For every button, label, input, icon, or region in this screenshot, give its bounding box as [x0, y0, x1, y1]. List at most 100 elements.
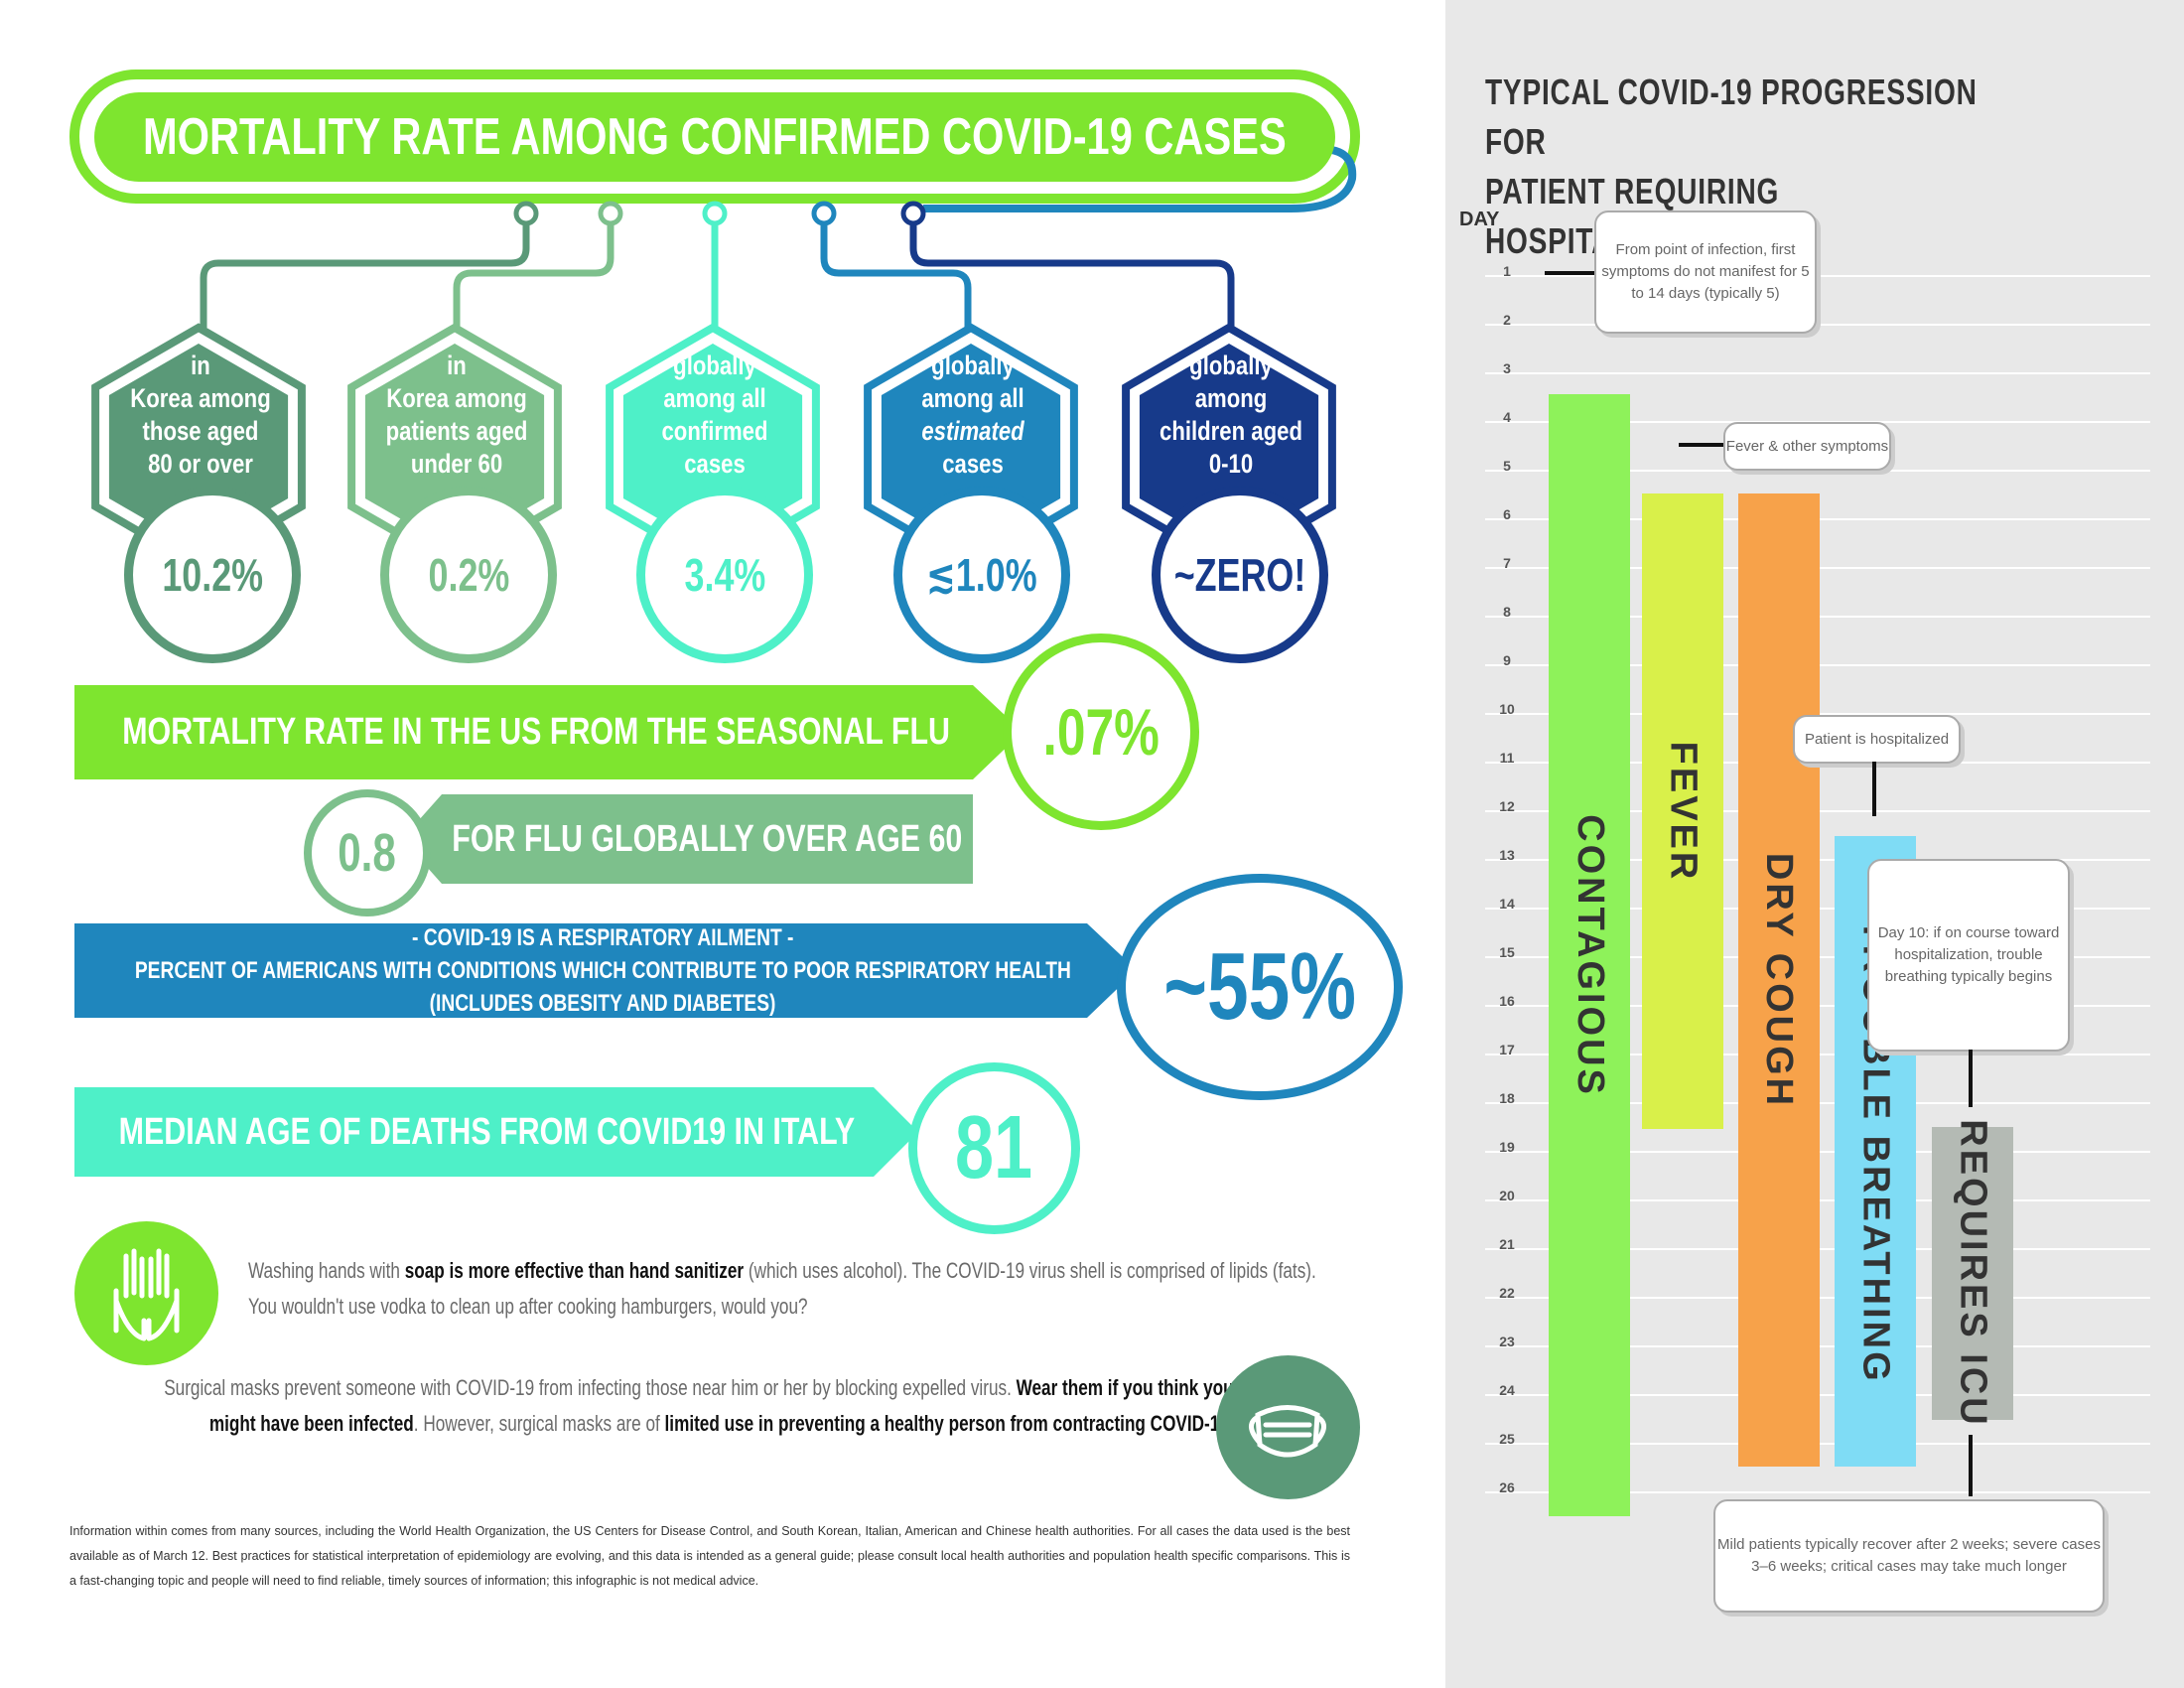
day-number: 13	[1499, 847, 1515, 863]
hex-line: globally	[673, 351, 756, 380]
hex-line: Korea among	[130, 383, 271, 413]
hex-line: globally	[931, 351, 1015, 380]
masks-bold-1: Wear them if you think you might have be…	[208, 1375, 1234, 1436]
flu-us-band: MORTALITY RATE IN THE US FROM THE SEASON…	[74, 685, 998, 779]
bar-contagious: CONTAGIOUS	[1549, 394, 1630, 1516]
face-mask-icon	[1249, 1405, 1326, 1458]
italy-label: MEDIAN AGE OF DEATHS FROM COVID19 IN ITA…	[118, 1110, 855, 1153]
handwash-bold: soap is more effective than hand sanitiz…	[404, 1258, 745, 1283]
value-text: 10.2%	[162, 549, 263, 601]
hex-value-children: ~ZERO!	[1152, 487, 1328, 663]
day-gridline	[1485, 275, 2150, 277]
handwash-text: Washing hands with	[248, 1258, 405, 1283]
day-number: 3	[1503, 360, 1511, 376]
italy-value: 81	[955, 1098, 1033, 1197]
hex-value-korea-60: 0.2%	[380, 487, 557, 663]
progression-panel: TYPICAL COVID-19 PROGRESSION FOR PATIENT…	[1445, 0, 2184, 1688]
praying-hands-icon	[113, 1248, 180, 1341]
hand-icon-badge	[74, 1221, 218, 1365]
bar-label: FEVER	[1662, 741, 1705, 882]
bar-label: REQUIRES ICU	[1952, 1119, 1994, 1428]
arrow-symptoms	[1679, 443, 1723, 447]
hex-line: 0-10	[1208, 449, 1254, 479]
day-number: 23	[1499, 1334, 1515, 1349]
day-number: 10	[1499, 701, 1515, 717]
hex-line: among all	[663, 383, 766, 413]
day-number: 26	[1499, 1479, 1515, 1495]
arrow-infection	[1545, 271, 1594, 275]
note-icu: Day 10: if on course toward hospitalizat…	[1867, 859, 2070, 1052]
day-number: 17	[1499, 1042, 1515, 1057]
hex-value-global-confirmed: 3.4%	[636, 487, 813, 663]
hex-line: in	[191, 351, 210, 380]
hex-line: cases	[942, 449, 1004, 479]
sources-footnote: Information within comes from many sourc…	[69, 1524, 1350, 1588]
hex-line: among	[1194, 383, 1268, 413]
day-gridline	[1485, 324, 2150, 326]
band-shapes	[74, 685, 1137, 1177]
day-number: 9	[1503, 652, 1511, 668]
hex-value-korea-80: 10.2%	[124, 487, 301, 663]
hex-line: those aged	[142, 416, 259, 446]
hex-line: cases	[684, 449, 746, 479]
value-text: 3.4%	[684, 549, 765, 601]
hex-line: children aged	[1160, 416, 1302, 446]
day-number: 4	[1503, 409, 1511, 425]
handwash-text-2: (which uses alcohol). The COVID-19 virus…	[248, 1258, 1316, 1319]
day-number: 11	[1499, 750, 1515, 766]
day-gridline	[1485, 372, 2150, 374]
flu-us-value-circle: .07%	[1003, 633, 1199, 830]
masks-paragraph: Surgical masks prevent someone with COVI…	[134, 1370, 1234, 1442]
mask-icon-badge	[1216, 1355, 1360, 1499]
hex-line: under 60	[410, 449, 503, 479]
arrow-recovery	[1969, 1435, 1973, 1496]
bar-label: CONTAGIOUS	[1569, 813, 1611, 1097]
flu-global-label: FOR FLU GLOBALLY OVER AGE 60	[452, 817, 963, 860]
hex-label-global-confirmed: globally among all confirmed cases	[625, 350, 804, 481]
day-number: 19	[1499, 1139, 1515, 1155]
day-gridline	[1485, 470, 2150, 472]
flu-us-label: MORTALITY RATE IN THE US FROM THE SEASON…	[122, 711, 950, 753]
day-number: 16	[1499, 993, 1515, 1009]
bar-fever: FEVER	[1642, 493, 1723, 1129]
title-line-1: TYPICAL COVID-19 PROGRESSION FOR	[1485, 71, 1978, 162]
bar-label: DRY COUGH	[1758, 852, 1801, 1108]
flu-global-value: 0.8	[338, 823, 397, 883]
flu-global-band: FOR FLU GLOBALLY OVER AGE 60	[442, 794, 973, 884]
hex-label-global-estimated: globally among all estimated cases	[884, 350, 1062, 481]
day-number: 15	[1499, 944, 1515, 960]
day-number: 20	[1499, 1188, 1515, 1203]
masks-bold-2: limited use in preventing a healthy pers…	[664, 1411, 1229, 1436]
hex-value-global-estimated: ≲1.0%	[893, 487, 1070, 663]
respiratory-line-1: - COVID-19 IS A RESPIRATORY AILMENT -	[412, 924, 794, 951]
day-number: 5	[1503, 458, 1511, 474]
value-text: ~ZERO!	[1173, 549, 1306, 601]
day-number: 21	[1499, 1236, 1515, 1252]
bar-requires-icu: REQUIRES ICU	[1932, 1119, 2013, 1428]
hex-line: confirmed	[661, 416, 768, 446]
value-text: ≲1.0%	[926, 549, 1037, 601]
page-title: MORTALITY RATE AMONG CONFIRMED COVID-19 …	[143, 108, 1287, 166]
hex-line: in	[447, 351, 467, 380]
hex-label-korea-80: in Korea among those aged 80 or over	[111, 350, 290, 481]
hex-line: among all	[921, 383, 1024, 413]
hex-line: 80 or over	[148, 449, 253, 479]
masks-text-2: . However, surgical masks are of	[413, 1411, 665, 1436]
flu-global-value-circle: 0.8	[304, 789, 431, 916]
masks-text: Surgical masks prevent someone with COVI…	[164, 1375, 1017, 1400]
header-pill: MORTALITY RATE AMONG CONFIRMED COVID-19 …	[94, 92, 1335, 182]
arrow-icu	[1969, 1050, 1973, 1107]
flu-us-value: .07%	[1042, 695, 1160, 769]
day-number: 2	[1503, 312, 1511, 328]
hex-line: patients aged	[385, 416, 528, 446]
note-recovery: Mild patients typically recover after 2 …	[1713, 1499, 2105, 1613]
day-number: 22	[1499, 1285, 1515, 1301]
respiratory-value: ~55%	[1163, 933, 1356, 1040]
day-number: 1	[1503, 263, 1511, 279]
day-number: 14	[1499, 896, 1515, 912]
arrow-hospital	[1872, 762, 1876, 816]
italy-band: MEDIAN AGE OF DEATHS FROM COVID19 IN ITA…	[74, 1087, 898, 1177]
handwash-paragraph: Washing hands with soap is more effectiv…	[248, 1253, 1332, 1325]
respiratory-value-circle: ~55%	[1117, 874, 1403, 1100]
day-gridline	[1485, 1491, 2150, 1493]
